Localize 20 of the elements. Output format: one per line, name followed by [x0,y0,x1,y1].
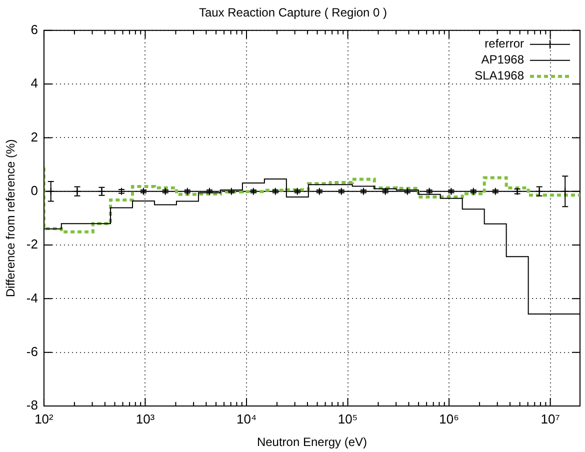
y-tick-label: -8 [26,398,38,413]
legend-label: SLA1968 [474,68,524,83]
x-axis-title: Neutron Energy (eV) [256,435,368,450]
y-tick-label: 2 [30,129,38,144]
y-tick-label: -6 [26,344,38,359]
y-tick-label: 4 [30,76,38,91]
y-tick-label: 0 [30,182,38,198]
legend-label: referror [484,36,524,51]
chart-title: Taux Reaction Capture ( Region 0 ) [198,6,388,20]
legend-label: AP1968 [481,52,524,67]
x-tick-label: 10⁶ [439,411,459,426]
x-tick-label: 10⁵ [338,411,358,426]
x-tick-label: 10⁷ [540,411,560,426]
x-tick-label: 10³ [136,411,156,426]
x-tick-label: 10² [34,411,54,426]
y-tick-label: 6 [30,22,38,37]
y-tick-label: -4 [26,290,38,306]
x-tick-label: 10⁴ [236,411,257,426]
y-axis-title: Difference from reference (%) [4,139,18,298]
y-tick-label: -2 [26,236,38,252]
